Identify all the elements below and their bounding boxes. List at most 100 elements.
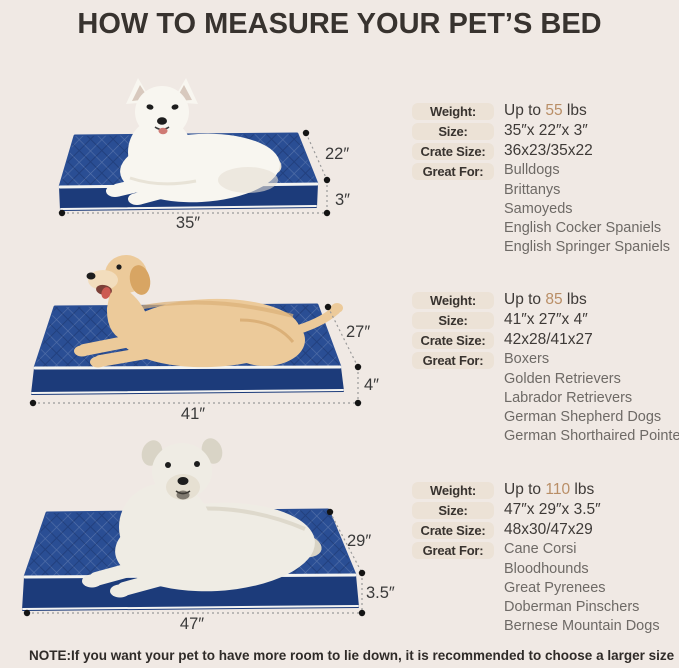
dim-dot — [323, 209, 331, 217]
size-value: 41″x 27″x 4″ — [504, 311, 588, 328]
dog-eye — [165, 462, 171, 468]
weight-number: 55 — [545, 102, 563, 119]
note-text: NOTE:If you want your pet to have more r… — [29, 648, 675, 663]
dog-paw — [90, 356, 106, 368]
great-for-label: Great For: — [412, 351, 494, 369]
height-dim-label: 3″ — [335, 191, 350, 209]
dog-muzzle — [166, 474, 200, 500]
dim-dot — [58, 209, 66, 217]
breed-item: English Cocker Spaniels — [504, 220, 662, 236]
piping-top — [33, 365, 342, 370]
weight-prefix: Up to — [504, 481, 546, 498]
dog-front-leg — [133, 179, 192, 205]
dog-ear — [129, 265, 151, 295]
info-panel-large: Weight: Up to 85 lbs Size: 41″x 27″x 4″ … — [412, 290, 679, 446]
crate-size-label: Crate Size: — [412, 331, 494, 349]
breed-item: Boxers — [504, 351, 550, 367]
size-label: Size: — [412, 311, 494, 329]
dimension-lines: 22″ 3″ 35″ — [58, 129, 350, 232]
crate-size-value: 36x23/35x22 — [504, 142, 593, 159]
dim-dot — [324, 303, 332, 311]
dim-dot — [358, 569, 366, 577]
breed-item: Brittanys — [504, 182, 561, 198]
height-dim-label: 3.5″ — [366, 584, 395, 602]
dog-mouth — [175, 490, 191, 495]
dog-eye — [194, 461, 200, 467]
dog-shading — [129, 176, 197, 186]
size-label: Size: — [412, 501, 494, 519]
dog-eye — [146, 104, 154, 110]
dog-neck-chest — [106, 282, 149, 342]
xl-dog — [82, 438, 322, 598]
dim-dot — [354, 399, 362, 407]
weight-label: Weight: — [412, 102, 494, 120]
weight-number: 110 — [545, 481, 571, 498]
dog-paw — [110, 584, 130, 598]
great-for-label: Great For: — [412, 162, 494, 180]
width-dim-label: 47″ — [180, 615, 204, 633]
weight-prefix: Up to — [504, 291, 546, 308]
dog-nose — [157, 117, 167, 125]
dim-dot — [29, 399, 37, 407]
size-label: Size: — [412, 122, 494, 140]
crate-size-value: 48x30/47x29 — [504, 521, 593, 538]
golden-retriever-dog — [74, 255, 343, 368]
bed-illustration-medium: 22″ 3″ 35″ — [58, 78, 350, 232]
dog-hind-leg — [225, 314, 305, 366]
depth-dim-label: 29″ — [347, 532, 371, 550]
depth-dim-line — [305, 132, 328, 181]
crate-size-label: Crate Size: — [412, 142, 494, 160]
dog-back-shading — [137, 300, 294, 318]
bed-illustration-large: 27″ 4″ 41″ — [29, 255, 379, 423]
dog-hind-leg — [218, 167, 278, 193]
weight-prefix: Up to — [504, 102, 546, 119]
breed-item: Great Pyrenees — [504, 580, 606, 596]
piping-bottom — [31, 389, 344, 394]
great-for-label: Great For: — [412, 541, 494, 559]
size-value: 47″x 29″x 3.5″ — [504, 501, 601, 518]
dog-tongue — [158, 127, 168, 135]
weight-label: Weight: — [412, 481, 494, 499]
dog-front-leg — [117, 570, 175, 596]
weight-suffix: lbs — [562, 291, 587, 308]
dimension-lines: 27″ 4″ 41″ — [29, 303, 379, 423]
width-dim-label: 35″ — [176, 214, 200, 232]
crate-size-value: 42x28/41x27 — [504, 331, 593, 348]
dim-dot — [358, 609, 366, 617]
depth-dim-label: 22″ — [325, 145, 349, 163]
breed-item: Bernese Mountain Dogs — [504, 618, 660, 634]
dim-dot — [326, 508, 334, 516]
weight-value: Up to 55 lbs — [504, 101, 678, 121]
breed-item: Samoyeds — [504, 201, 573, 217]
breed-item: German Shepherd Dogs — [504, 409, 662, 425]
breed-item: German Shorthaired Pointers — [504, 428, 679, 444]
page-title: HOW TO MEASURE YOUR PET’S BED — [77, 8, 602, 40]
breed-item: Bloodhounds — [504, 561, 589, 577]
dog-paw — [106, 185, 124, 197]
dog-tongue — [101, 287, 111, 299]
dog-chest — [119, 483, 211, 571]
samoyed-dog — [106, 78, 282, 205]
weight-number: 85 — [545, 291, 563, 308]
breed-item: Bulldogs — [504, 162, 560, 178]
dog-eye — [171, 104, 179, 110]
weight-value: Up to 85 lbs — [504, 290, 679, 310]
info-panel-xl: Weight: Up to 110 lbs Size: 47″x 29″x 3.… — [412, 480, 678, 636]
dog-snout — [88, 270, 118, 290]
depth-dim-line — [329, 511, 363, 574]
dimension-lines: 29″ 3.5″ 47″ — [23, 508, 395, 633]
weight-suffix: lbs — [570, 481, 595, 498]
dog-nose — [177, 477, 189, 485]
breed-item: Cane Corsi — [504, 541, 577, 557]
weight-label: Weight: — [412, 291, 494, 309]
dog-head — [135, 86, 189, 138]
crate-size-label: Crate Size: — [412, 521, 494, 539]
dog-front-leg — [89, 560, 147, 586]
dim-dot — [23, 609, 31, 617]
dim-dot — [354, 363, 362, 371]
dog-chest — [128, 118, 192, 186]
breed-item: Doberman Pinschers — [504, 599, 640, 615]
depth-dim-label: 27″ — [346, 323, 370, 341]
dim-dot — [323, 176, 331, 184]
